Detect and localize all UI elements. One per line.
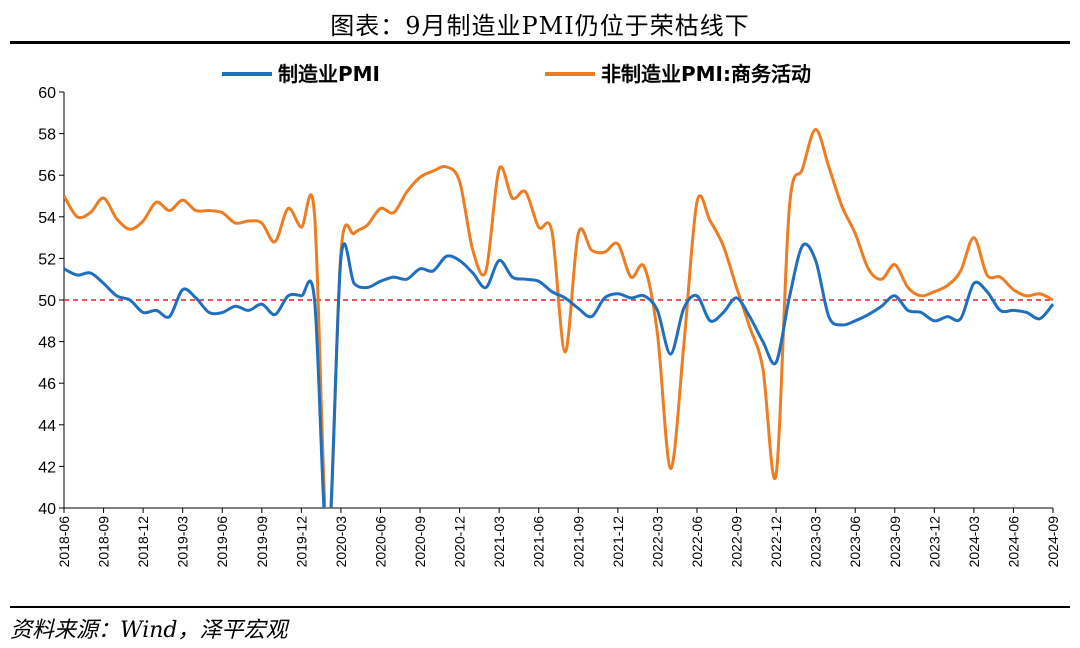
series-line-non-manufacturing-pmi bbox=[64, 127, 1054, 508]
x-tick-label: 2021-12 bbox=[610, 516, 626, 568]
x-tick-label: 2018-06 bbox=[56, 516, 72, 568]
y-tick-label: 40 bbox=[38, 501, 56, 518]
x-tick-label: 2022-12 bbox=[768, 516, 784, 568]
x-tick-label: 2019-09 bbox=[254, 516, 270, 568]
y-tick-label: 46 bbox=[38, 376, 56, 393]
legend-label: 非制造业PMI:商务活动 bbox=[601, 62, 811, 86]
x-tick-label: 2021-09 bbox=[570, 516, 586, 568]
x-tick-label: 2021-03 bbox=[491, 516, 507, 568]
legend: 制造业PMI 非制造业PMI:商务活动 bbox=[222, 62, 811, 86]
x-tick-label: 2020-09 bbox=[412, 516, 428, 568]
y-tick-label: 58 bbox=[38, 127, 56, 144]
series-line-manufacturing-pmi bbox=[64, 242, 1055, 508]
series-lines bbox=[64, 127, 1055, 508]
x-tick-label: 2020-06 bbox=[372, 516, 388, 568]
legend-label: 制造业PMI bbox=[278, 62, 380, 86]
x-tick-label: 2023-12 bbox=[926, 516, 942, 568]
x-tick-label: 2019-03 bbox=[175, 516, 191, 568]
x-tick-label: 2018-12 bbox=[135, 516, 151, 568]
pmi-line-chart: 制造业PMI 非制造业PMI:商务活动 40 42 44 46 48 50 52 54 56 58 6… bbox=[38, 62, 1061, 568]
top-rule bbox=[10, 41, 1070, 44]
chart-title: 图表：9月制造业PMI仍位于荣枯线下 bbox=[330, 12, 750, 40]
x-tick-label: 2019-06 bbox=[214, 516, 230, 568]
y-tick-label: 42 bbox=[38, 459, 56, 476]
y-tick-label: 54 bbox=[38, 210, 56, 227]
source-note: 资料来源：Wind，泽平宏观 bbox=[10, 618, 288, 643]
x-tick-label: 2020-12 bbox=[452, 516, 468, 568]
y-tick-label: 50 bbox=[38, 293, 56, 310]
y-axis: 40 42 44 46 48 50 52 54 56 58 60 bbox=[38, 85, 65, 518]
y-tick-label: 44 bbox=[38, 418, 56, 435]
x-tick-label: 2023-09 bbox=[887, 516, 903, 568]
x-tick-label: 2024-06 bbox=[1005, 516, 1021, 568]
x-tick-label: 2021-06 bbox=[531, 516, 547, 568]
y-tick-label: 52 bbox=[38, 251, 56, 268]
bottom-rule bbox=[10, 606, 1070, 608]
x-tick-label: 2022-03 bbox=[649, 516, 665, 568]
x-tick-label: 2024-09 bbox=[1045, 516, 1061, 568]
y-tick-label: 48 bbox=[38, 335, 56, 352]
x-tick-label: 2020-03 bbox=[333, 516, 349, 568]
x-tick-label: 2022-09 bbox=[729, 516, 745, 568]
y-tick-label: 56 bbox=[38, 168, 56, 185]
x-tick-label: 2018-09 bbox=[96, 516, 112, 568]
x-tick-label: 2019-12 bbox=[293, 516, 309, 568]
x-tick-label: 2022-06 bbox=[689, 516, 705, 568]
x-tick-label: 2023-06 bbox=[847, 516, 863, 568]
x-axis: 2018-06 2018-09 2018-12 2019-03 2019-06 2019-… bbox=[56, 507, 1061, 568]
x-tick-label: 2024-03 bbox=[966, 516, 982, 568]
y-tick-label: 60 bbox=[38, 85, 56, 102]
x-tick-label: 2023-03 bbox=[808, 516, 824, 568]
